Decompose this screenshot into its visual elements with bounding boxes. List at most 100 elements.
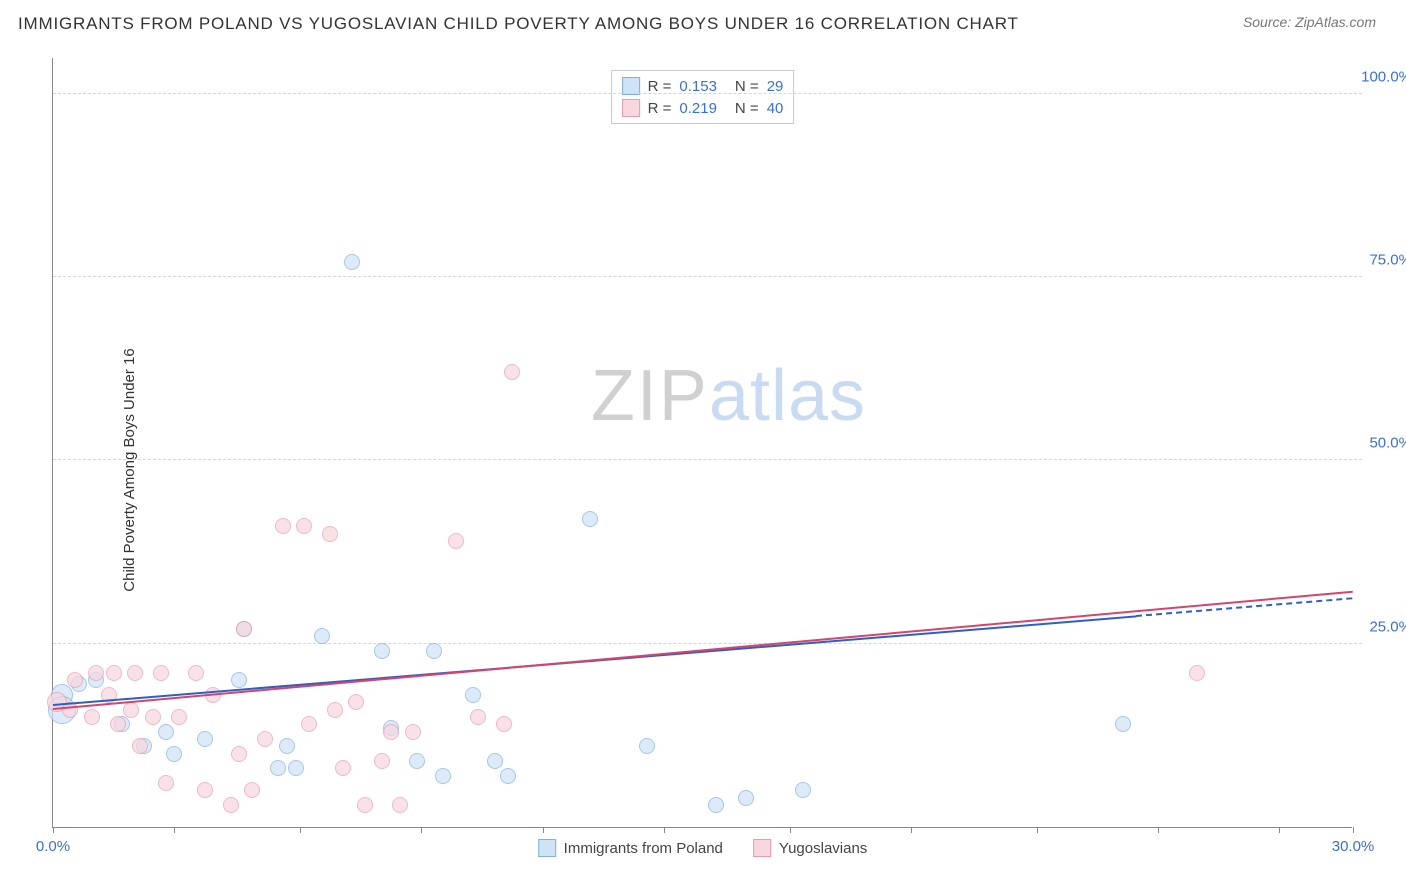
scatter-point [392,797,408,813]
gridline-h [53,643,1362,644]
x-tick-mark [1158,827,1159,833]
scatter-point [231,746,247,762]
legend-item: Immigrants from Poland [538,839,723,857]
scatter-point [465,687,481,703]
scatter-point [738,790,754,806]
y-tick-label: 25.0% [1357,618,1406,635]
scatter-point [236,621,252,637]
scatter-point [348,694,364,710]
stats-row: R = 0.219 N = 40 [622,97,784,119]
scatter-point [132,738,148,754]
scatter-point [270,760,286,776]
scatter-point [335,760,351,776]
scatter-point [84,709,100,725]
legend-swatch [538,839,556,857]
scatter-point [158,724,174,740]
chart-area: Child Poverty Among Boys Under 16 ZIPatl… [0,48,1406,892]
scatter-point [296,518,312,534]
scatter-point [322,526,338,542]
x-tick-mark [174,827,175,833]
chart-title: IMMIGRANTS FROM POLAND VS YUGOSLAVIAN CH… [18,14,1019,34]
scatter-point [500,768,516,784]
y-tick-label: 50.0% [1357,435,1406,452]
source: Source: ZipAtlas.com [1243,14,1376,30]
stats-row: R =0.153N =29 [622,75,784,97]
scatter-point [223,797,239,813]
legend-swatch [753,839,771,857]
scatter-point [158,775,174,791]
watermark-bold: ZIP [591,356,709,436]
scatter-point [448,533,464,549]
x-tick-mark [790,827,791,833]
x-tick-mark [664,827,665,833]
scatter-point [188,665,204,681]
scatter-point [496,716,512,732]
y-tick-label: 100.0% [1357,68,1406,85]
scatter-point [582,511,598,527]
source-value: ZipAtlas.com [1295,14,1376,30]
scatter-point [171,709,187,725]
scatter-point [435,768,451,784]
scatter-point [110,716,126,732]
scatter-point [639,738,655,754]
scatter-point [374,643,390,659]
scatter-point [166,746,182,762]
scatter-point [405,724,421,740]
scatter-point [1115,716,1131,732]
x-tick-mark [53,827,54,833]
scatter-point [197,731,213,747]
scatter-point [244,782,260,798]
scatter-point [197,782,213,798]
x-tick-mark [300,827,301,833]
legend-label: Immigrants from Poland [564,840,723,857]
scatter-point [145,709,161,725]
scatter-point [106,665,122,681]
scatter-point [708,797,724,813]
scatter-point [795,782,811,798]
legend-label: Yugoslavians [779,840,867,857]
y-tick-label: 75.0% [1357,252,1406,269]
legend-bottom: Immigrants from Poland Yugoslavians [538,839,868,857]
watermark-light: atlas [709,356,866,436]
scatter-point [314,628,330,644]
scatter-point [327,702,343,718]
stat-r-value: 0.219 [679,100,717,117]
legend-item: Yugoslavians [753,839,867,857]
x-tick-mark [543,827,544,833]
stat-r-label: R = [648,100,672,117]
trendline [53,590,1353,709]
scatter-point [344,254,360,270]
scatter-point [374,753,390,769]
scatter-point [123,702,139,718]
scatter-point [67,672,83,688]
gridline-h [53,93,1362,94]
scatter-point [288,760,304,776]
gridline-h [53,459,1362,460]
stat-n-label: N = [735,100,759,117]
x-tick-mark [911,827,912,833]
x-tick-mark [1279,827,1280,833]
scatter-point [231,672,247,688]
scatter-point [275,518,291,534]
plot-region: ZIPatlas R =0.153N =29R =0.219N =40 Immi… [52,58,1352,828]
x-tick-mark [421,827,422,833]
scatter-point [409,753,425,769]
scatter-point [383,724,399,740]
scatter-point [504,364,520,380]
scatter-point [487,753,503,769]
scatter-point [1189,665,1205,681]
stat-n-value: 40 [767,100,784,117]
source-label: Source: [1243,14,1291,30]
scatter-point [127,665,143,681]
scatter-point [426,643,442,659]
x-tick-label: 30.0% [1332,838,1375,855]
scatter-point [301,716,317,732]
watermark: ZIPatlas [591,355,866,437]
scatter-point [357,797,373,813]
x-tick-mark [1037,827,1038,833]
scatter-point [470,709,486,725]
scatter-point [257,731,273,747]
scatter-point [88,665,104,681]
x-tick-mark [1353,827,1354,833]
gridline-h [53,276,1362,277]
